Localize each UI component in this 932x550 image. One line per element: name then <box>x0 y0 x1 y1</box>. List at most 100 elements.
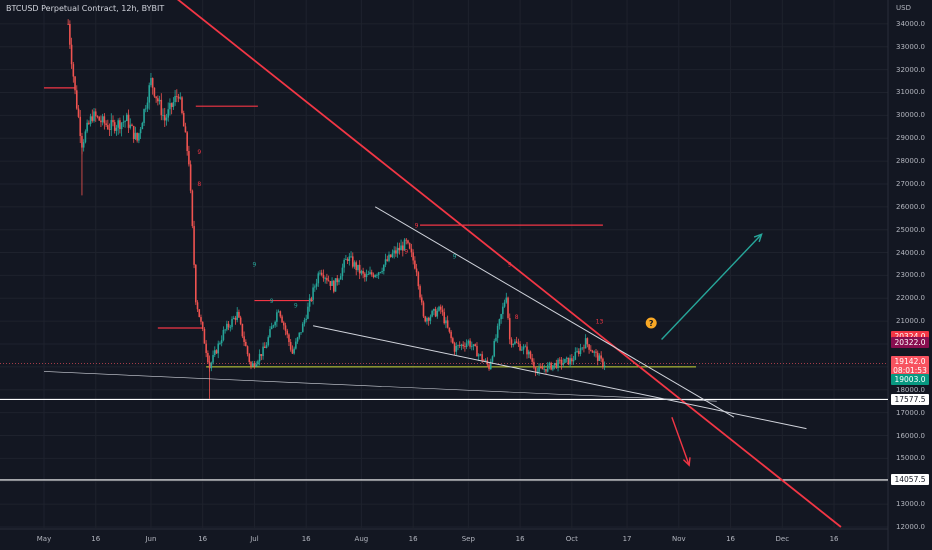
candle-body <box>507 297 509 318</box>
candle-body <box>488 364 490 370</box>
candle-body <box>448 327 451 332</box>
x-tick-label: Sep <box>461 535 475 543</box>
candle-body <box>543 369 546 370</box>
candle-body <box>170 103 173 107</box>
candle-body <box>458 345 461 347</box>
candle-body <box>471 346 473 348</box>
y-tick-label: 34000.0 <box>896 19 925 28</box>
candle-body <box>146 102 149 109</box>
candle-body <box>314 286 316 288</box>
candle-body <box>571 358 573 362</box>
candle-body <box>82 142 85 148</box>
candle-body <box>372 274 375 277</box>
candle-body <box>191 190 194 227</box>
candle-body <box>369 272 371 275</box>
candle-body <box>510 339 513 345</box>
candle-body <box>479 354 482 356</box>
candle-body <box>312 287 314 300</box>
question-icon[interactable] <box>645 317 657 329</box>
candle-body <box>355 262 358 270</box>
candle-body <box>505 297 508 303</box>
candle-body <box>450 331 452 339</box>
candle-body <box>117 120 119 128</box>
candle-body <box>331 280 333 286</box>
candle-body <box>179 97 182 99</box>
td-mark: 9 <box>508 261 512 268</box>
wedge-lower-line <box>312 325 807 430</box>
candle-body <box>279 311 282 317</box>
candle-body <box>307 306 309 319</box>
candle-body <box>317 273 320 284</box>
candle-body <box>508 317 511 340</box>
candle-body <box>365 274 368 278</box>
candle-body <box>94 111 97 117</box>
candle-body <box>224 329 226 331</box>
candle-body <box>493 340 496 357</box>
candle-body <box>253 363 256 367</box>
candle-body <box>412 252 414 261</box>
candle-body <box>241 323 244 337</box>
candle-body <box>110 120 113 130</box>
candle-body <box>360 270 363 274</box>
candle-body <box>296 337 299 342</box>
candle-body <box>265 345 268 349</box>
candle-body <box>400 245 402 251</box>
y-tick-label: 15000.0 <box>896 454 925 463</box>
candle-body <box>198 309 201 318</box>
candle-body <box>519 344 521 351</box>
candle-body <box>324 277 326 279</box>
price-badge: 17577.5 <box>891 393 929 405</box>
candle-body <box>546 365 549 372</box>
x-tick-label: Jun <box>145 535 157 543</box>
candle-body <box>272 325 275 327</box>
td-mark: 9 <box>404 249 408 256</box>
candle-body <box>426 318 428 322</box>
candle-body <box>67 23 69 25</box>
candle-body <box>527 351 530 355</box>
candle-body <box>333 280 335 292</box>
candle-body <box>200 317 202 322</box>
candle-body <box>269 329 271 338</box>
candle-body <box>550 362 552 370</box>
candle-body <box>132 125 135 139</box>
price-badge: 08:01:53 <box>891 365 929 377</box>
candle-body <box>215 350 218 354</box>
candle-body <box>177 96 180 99</box>
candle-body <box>434 308 437 317</box>
candle-body <box>217 343 220 354</box>
candle-body <box>357 264 359 270</box>
candle-body <box>422 302 425 317</box>
x-tick-label: 16 <box>726 535 736 543</box>
candle-body <box>143 109 145 123</box>
candle-body <box>515 341 518 343</box>
candle-body <box>193 226 195 265</box>
candle-body <box>557 359 559 368</box>
candle-body <box>436 310 439 317</box>
candle-body <box>336 278 339 283</box>
candle-body <box>381 271 383 273</box>
candle-body <box>348 256 351 262</box>
td-mark: 9 <box>197 149 201 156</box>
y-tick-label: 13000.0 <box>896 500 925 509</box>
candle-body <box>370 272 373 275</box>
candle-body <box>489 361 492 370</box>
candle-body <box>474 344 477 347</box>
candle-body <box>124 121 126 122</box>
candle-body <box>108 129 111 130</box>
candle-body <box>417 272 420 287</box>
candle-body <box>101 116 104 123</box>
candle-body <box>341 267 344 277</box>
candle-body <box>91 116 94 121</box>
candle-body <box>345 259 347 260</box>
candle-body <box>591 350 594 353</box>
candle-body <box>579 348 582 354</box>
candle-body <box>576 351 578 352</box>
td-mark: 9 <box>453 253 457 260</box>
x-tick-label: 17 <box>622 535 632 543</box>
candle-body <box>226 323 228 330</box>
candle-body <box>72 64 75 77</box>
candle-body <box>584 338 587 349</box>
price-badge: 19142.0 <box>891 355 929 367</box>
price-badge: 20324.0 <box>891 331 929 343</box>
